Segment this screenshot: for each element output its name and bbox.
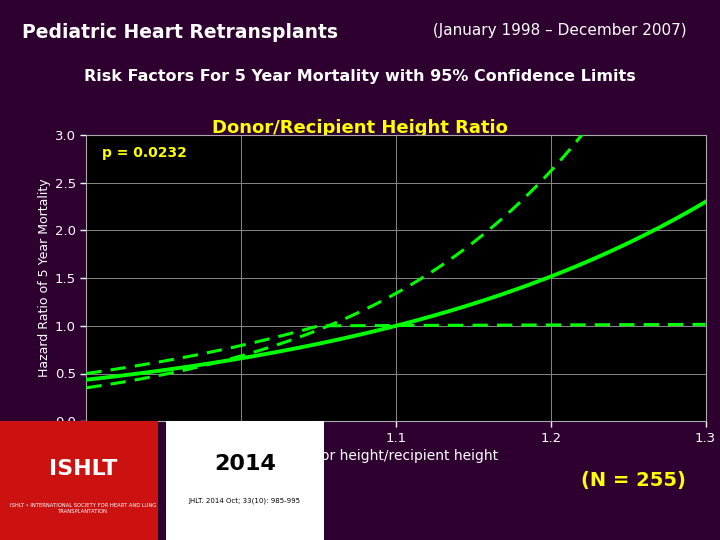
- Bar: [0, 421, 158, 540]
- Text: Risk Factors For 5 Year Mortality with 95% Confidence Limits: Risk Factors For 5 Year Mortality with 9…: [84, 69, 636, 84]
- Text: (January 1998 – December 2007): (January 1998 – December 2007): [428, 23, 687, 38]
- Text: JHLT. 2014 Oct; 33(10): 985-995: JHLT. 2014 Oct; 33(10): 985-995: [189, 498, 301, 504]
- Y-axis label: Hazard Ratio of 5 Year Mortality: Hazard Ratio of 5 Year Mortality: [37, 179, 50, 377]
- Bar: [166, 421, 324, 540]
- Text: 2014: 2014: [214, 455, 276, 475]
- Text: (N = 255): (N = 255): [581, 471, 686, 490]
- X-axis label: Donor height/recipient height: Donor height/recipient height: [294, 449, 498, 463]
- Text: Pediatric Heart Retransplants: Pediatric Heart Retransplants: [22, 23, 338, 42]
- Text: ISHLT: ISHLT: [49, 459, 117, 479]
- Text: ISHLT • INTERNATIONAL SOCIETY FOR HEART AND LUNG TRANSPLANTATION: ISHLT • INTERNATIONAL SOCIETY FOR HEART …: [9, 503, 156, 514]
- Text: Donor/Recipient Height Ratio: Donor/Recipient Height Ratio: [212, 119, 508, 137]
- Text: p = 0.0232: p = 0.0232: [102, 146, 186, 160]
